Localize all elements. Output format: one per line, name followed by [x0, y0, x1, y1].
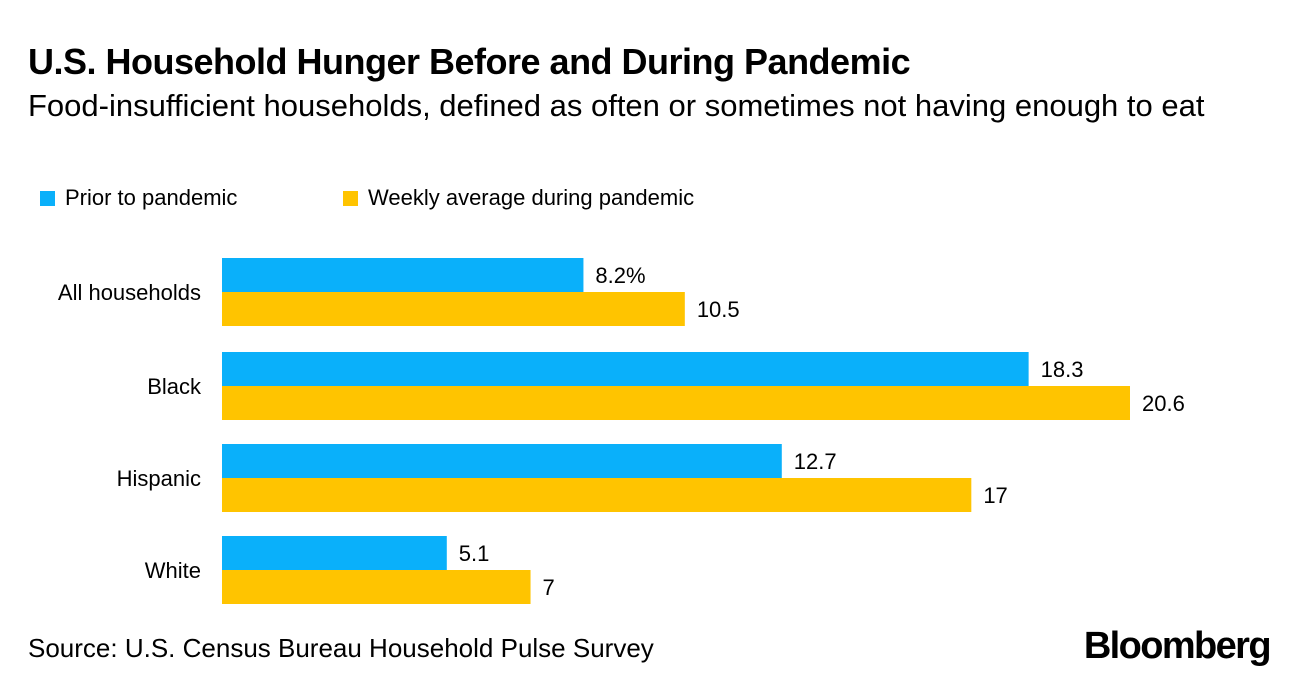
value-label-all-households-during: 10.5: [697, 297, 740, 322]
bar-chart: All households 8.2% 10.5 Black 18.3 20.6 Hispa…: [58, 258, 1185, 604]
value-label-hispanic-prior: 12.7: [794, 449, 837, 474]
category-label-white: White: [145, 558, 201, 583]
value-label-hispanic-during: 17: [983, 483, 1007, 508]
legend-swatch-during: [343, 191, 358, 206]
source-note: Source: U.S. Census Bureau Household Pul…: [28, 633, 654, 663]
bar-all-households-during: [222, 292, 685, 326]
bar-black-during: [222, 386, 1130, 420]
value-label-all-households-prior: 8.2%: [595, 263, 645, 288]
chart-subtitle: Food-insufficient households, defined as…: [28, 88, 1205, 123]
bar-all-households-prior: [222, 258, 584, 292]
value-label-black-during: 20.6: [1142, 391, 1185, 416]
category-label-all-households: All households: [58, 280, 201, 305]
legend-swatch-prior: [40, 191, 55, 206]
category-label-black: Black: [147, 374, 202, 399]
value-label-white-during: 7: [543, 575, 555, 600]
bar-white-prior: [222, 536, 447, 570]
bar-hispanic-prior: [222, 444, 782, 478]
bloomberg-logo: Bloomberg: [1083, 625, 1272, 667]
legend-label-during: Weekly average during pandemic: [368, 185, 695, 210]
chart-title: U.S. Household Hunger Before and During …: [28, 41, 911, 82]
value-label-black-prior: 18.3: [1041, 357, 1084, 382]
value-label-white-prior: 5.1: [459, 541, 490, 566]
bar-white-during: [222, 570, 531, 604]
category-label-hispanic: Hispanic: [117, 466, 201, 491]
bar-black-prior: [222, 352, 1029, 386]
legend-label-prior: Prior to pandemic: [65, 185, 238, 210]
bar-hispanic-during: [222, 478, 972, 512]
